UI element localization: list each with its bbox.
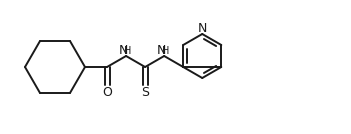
Text: N: N (157, 44, 166, 57)
Text: N: N (198, 23, 207, 36)
Text: S: S (141, 87, 149, 100)
Text: H: H (124, 46, 132, 56)
Text: N: N (118, 44, 128, 57)
Text: O: O (102, 87, 112, 100)
Text: H: H (163, 46, 170, 56)
